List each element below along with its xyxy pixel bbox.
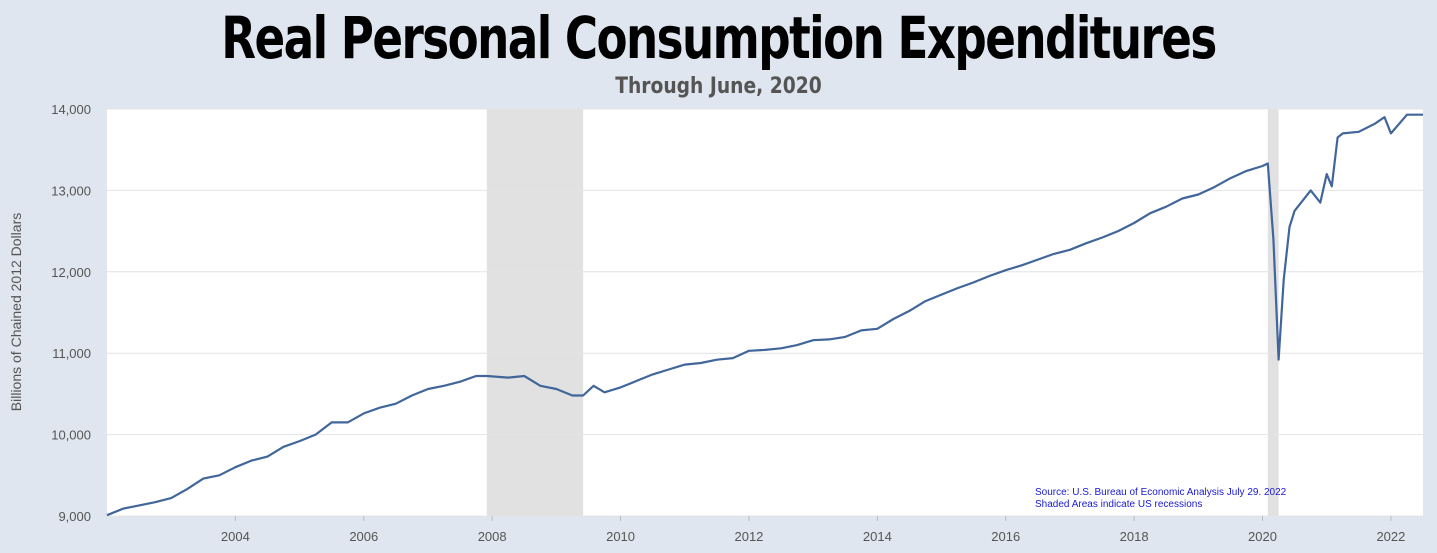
y-tick-label: 13,000	[51, 183, 91, 198]
x-tick-label: 2006	[349, 529, 378, 544]
x-tick-label: 2016	[991, 529, 1020, 544]
x-tick-label: 2020	[1248, 529, 1277, 544]
x-tick-label: 2018	[1120, 529, 1149, 544]
plot-background	[107, 109, 1423, 516]
y-axis-title: Billions of Chained 2012 Dollars	[8, 213, 24, 411]
x-tick-label: 2022	[1376, 529, 1405, 544]
chart-title: Real Personal Consumption Expenditures	[221, 4, 1217, 72]
y-tick-label: 9,000	[58, 509, 91, 524]
recession-band	[1267, 109, 1279, 516]
source-note: Source: U.S. Bureau of Economic Analysis…	[1035, 487, 1287, 498]
x-tick-label: 2004	[221, 529, 250, 544]
recession-band	[486, 109, 584, 516]
y-tick-label: 12,000	[51, 265, 91, 280]
y-tick-label: 14,000	[51, 102, 91, 117]
x-tick-label: 2008	[478, 529, 507, 544]
x-tick-label: 2010	[606, 529, 635, 544]
chart-subtitle: Through June, 2020	[615, 74, 822, 99]
recession-note: Shaded Areas indicate US recessions	[1035, 499, 1202, 510]
series-line	[106, 113, 1423, 517]
x-tick-label: 2014	[863, 529, 892, 544]
y-tick-label: 10,000	[51, 428, 91, 443]
x-tick-label: 2012	[734, 529, 763, 544]
y-tick-label: 11,000	[52, 346, 91, 361]
